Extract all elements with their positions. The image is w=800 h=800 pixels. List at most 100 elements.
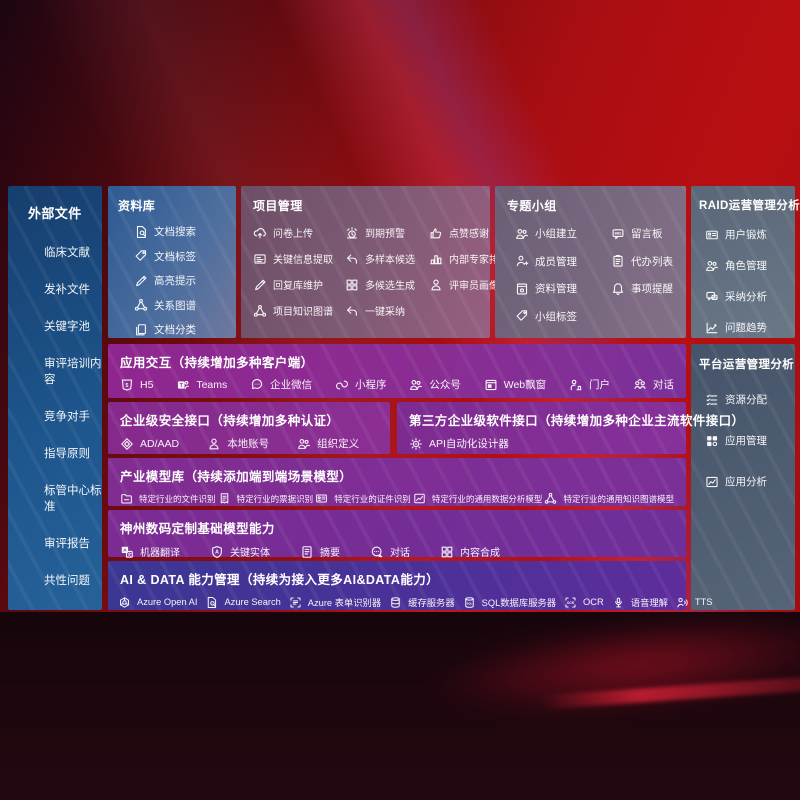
list-item: Web飘窗 <box>484 377 546 392</box>
item-label: API自动化设计器 <box>429 438 509 450</box>
cloud-upload-icon <box>253 226 267 240</box>
item-label: 问题趋势 <box>725 322 767 334</box>
list-item: 特定行业的文件识别 <box>120 492 216 505</box>
section-title: 外部文件 <box>28 206 82 221</box>
panel-platform-analysis: 平台运营管理分析 资源分配 应用管理 应用分析 <box>691 344 795 610</box>
item-label: 语音理解 <box>630 598 668 608</box>
list-item: 问题趋势 <box>705 320 795 335</box>
id-card-icon <box>315 492 328 505</box>
list-item: 企业微信 <box>250 377 312 392</box>
panel-repository: 资料库 文档搜索 文档标签 高亮提示 关系图谱 文档分类 <box>108 186 236 338</box>
chat-dots-icon <box>370 545 384 559</box>
item-label: 代办列表 <box>631 255 673 268</box>
list-item: 回复库维护 <box>253 277 345 292</box>
project-items: 问卷上传 到期预警 点赞感谢 关键信息提取 多样本候选 内部专家排名 回复库维护… <box>253 225 509 318</box>
item-label: 留言板 <box>631 228 663 240</box>
list-item: 特定行业的证件识别 <box>315 492 411 505</box>
item-label: 特定行业的证件识别 <box>334 493 411 504</box>
scan-frame-icon <box>289 596 302 609</box>
clipboard-icon <box>611 254 625 268</box>
translate-icon <box>120 545 134 559</box>
list-item: 对话 <box>370 544 410 559</box>
people-icon <box>297 437 311 451</box>
item-label: 内部专家排名 <box>449 255 509 266</box>
list-item: 特定行业的通用知识图谱模型 <box>544 492 674 505</box>
list-item: 发补文件 <box>44 284 90 296</box>
chat-bubble-icon <box>250 378 264 392</box>
item-label: 资料管理 <box>535 283 577 295</box>
section-title: 产业模型库（持续添加端到端场景模型） <box>120 470 353 484</box>
item-label: 对话 <box>652 379 674 391</box>
topic-items: 小组建立 留言板 成员管理 代办列表 资料管理 事项提醒 小组标签 <box>515 226 686 324</box>
item-label: Azure Search <box>224 597 281 607</box>
graph-icon <box>253 304 267 318</box>
panel-app-interaction: 应用交互（持续增加多种客户端） H5 Teams 企业微信 小程序 公众号 We… <box>108 344 686 398</box>
item-label: Web飘窗 <box>503 379 547 391</box>
item-label: 本地账号 <box>227 438 270 450</box>
reply-arrow-icon <box>345 252 359 266</box>
list-item: 成员管理 <box>515 254 611 269</box>
panel-industry-models: 产业模型库（持续添加端到端场景模型） 特定行业的文件识别 特定行业的票据识别 特… <box>108 458 686 506</box>
item-label: 特定行业的票据识别 <box>236 493 314 504</box>
item-label: H5 <box>140 378 154 391</box>
list-item: 应用分析 <box>705 474 795 489</box>
list-item: 项目知识图谱 <box>253 303 345 318</box>
web-window-icon <box>484 378 498 392</box>
panel-project-management: 项目管理 问卷上传 到期预警 点赞感谢 关键信息提取 多样本候选 内部专家排名 … <box>241 186 509 338</box>
list-item: 小程序 <box>335 377 387 392</box>
item-label: 关键实体 <box>230 548 270 559</box>
list-item: 内部专家排名 <box>429 251 509 266</box>
dialog-people-icon <box>633 378 647 392</box>
list-item: 审评报告 <box>44 538 90 550</box>
background-glow <box>426 598 800 732</box>
chat-qa-icon <box>705 290 719 304</box>
list-item: 共性问题 <box>44 575 90 587</box>
base-model-items: 机器翻译 关键实体 摘要 对话 内容合成 <box>120 544 674 559</box>
ocr-frame-icon <box>564 596 577 609</box>
item-label: TTS <box>694 597 713 607</box>
doc-search-icon <box>205 596 218 609</box>
tts-speaker-icon <box>676 596 689 609</box>
person-icon <box>429 278 443 292</box>
list-item: 组织定义 <box>297 436 359 451</box>
panel-ai-data-management: AI & DATA 能力管理（持续为接入更多AI&DATA能力） Azure O… <box>108 561 712 610</box>
list-item: 到期预警 <box>345 225 429 240</box>
sql-database-icon <box>463 596 476 609</box>
graph-icon <box>134 298 148 312</box>
item-label: 特定行业的通用数据分析模型 <box>431 493 543 504</box>
section-title: 应用交互（持续增加多种客户端） <box>120 356 314 370</box>
gear-icon <box>409 437 423 451</box>
item-label: 到期预警 <box>365 229 405 240</box>
item-label: SQL数据库服务器 <box>481 598 557 608</box>
external-file-list: 临床文献 发补文件 关键字池 审评培训内容 竞争对手 指导原则 标管中心标准 审… <box>44 244 102 588</box>
panel-raid-analysis: RAID运营管理分析 用户锻炼 角色管理 采纳分析 问题趋势 <box>691 186 800 338</box>
graph-icon <box>544 492 557 505</box>
item-label: 成员管理 <box>535 255 577 268</box>
dark-lower-background <box>0 598 800 800</box>
list-item: Teams <box>176 378 227 392</box>
server-cylinder-icon <box>389 596 402 609</box>
people-icon <box>409 378 423 392</box>
thumbs-up-icon <box>429 226 443 240</box>
receipt-icon <box>218 492 231 505</box>
checklist-icon <box>705 393 719 407</box>
list-item: 应用管理 <box>705 433 795 448</box>
bell-icon <box>611 282 625 296</box>
portal-person-icon <box>569 378 583 392</box>
ai-data-items: Azure Open AI Azure Search Azure 表单识别器 缓… <box>118 595 712 609</box>
panel-topic-groups: 专题小组 小组建立 留言板 成员管理 代办列表 资料管理 事项提醒 小组标签 <box>495 186 686 338</box>
list-item: 用户锻炼 <box>705 227 795 242</box>
microphone-icon <box>612 596 625 609</box>
list-item: 资源分配 <box>705 392 795 407</box>
section-title: 专题小组 <box>507 199 557 213</box>
list-item: 关键信息提取 <box>253 251 345 266</box>
item-label: 摘要 <box>320 548 340 559</box>
item-label: 缓存服务器 <box>408 598 455 608</box>
list-item: 一键采纳 <box>345 303 429 318</box>
item-label: 一键采纳 <box>365 307 405 318</box>
item-label: 特定行业的通用知识图谱模型 <box>563 493 674 504</box>
pen-icon <box>253 278 267 292</box>
security-items: AD/AAD 本地账号 组织定义 <box>120 436 378 451</box>
list-item: 缓存服务器 <box>389 595 455 609</box>
copy-docs-icon <box>134 323 148 337</box>
